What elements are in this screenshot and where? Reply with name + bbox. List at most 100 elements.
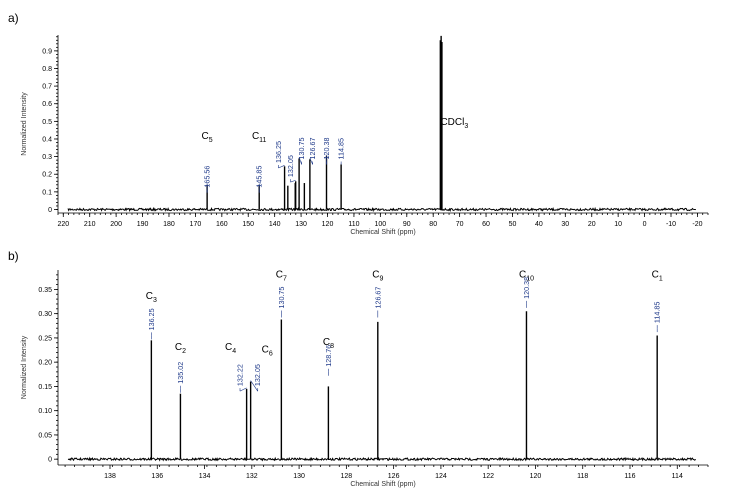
x-tick-label: 80 xyxy=(429,221,437,228)
y-tick-label: 0.8 xyxy=(42,66,52,73)
y-tick-label: 0.15 xyxy=(38,384,52,391)
x-tick-label: 70 xyxy=(456,221,464,228)
assignment-main: C xyxy=(519,269,526,280)
shift-label: 165.56 xyxy=(203,166,212,188)
shift-label: 126.67 xyxy=(308,137,317,159)
x-tick-label: 120 xyxy=(322,221,334,228)
y-tick-label: 0 xyxy=(48,457,52,464)
x-tick-label: 100 xyxy=(375,221,387,228)
x-tick-label: 120 xyxy=(530,473,542,480)
y-tick-label: 0.30 xyxy=(38,311,52,318)
shift-leader xyxy=(309,158,313,165)
panel-label: b) xyxy=(8,249,19,263)
y-tick-label: 0.2 xyxy=(42,172,52,179)
x-tick-label: 138 xyxy=(104,473,116,480)
x-axis-label: Chemical Shift (ppm) xyxy=(350,229,415,236)
x-tick-label: 118 xyxy=(577,473,588,480)
shift-leader xyxy=(298,157,302,165)
assignment-main: C xyxy=(252,131,259,142)
assignment-subscript: 2 xyxy=(182,348,186,355)
assignment-label: C8 xyxy=(323,337,334,350)
y-tick-label: 0.25 xyxy=(38,335,52,342)
x-tick-label: 10 xyxy=(614,221,622,228)
assignment-subscript: 3 xyxy=(153,297,157,304)
assignment-subscript: 1 xyxy=(659,275,663,282)
shift-leader xyxy=(239,387,247,392)
x-tick-label: 210 xyxy=(84,221,96,228)
x-tick-label: 160 xyxy=(216,221,228,228)
y-tick-label: 0.3 xyxy=(42,154,52,161)
assignment-label: C10 xyxy=(519,269,534,282)
assignment-label: C2 xyxy=(175,342,186,355)
y-tick-label: 0.4 xyxy=(42,136,52,143)
x-tick-label: 190 xyxy=(137,221,149,228)
x-tick-label: 220 xyxy=(57,221,69,228)
shift-leader xyxy=(290,179,296,183)
x-tick-label: 200 xyxy=(110,221,122,228)
y-axis-label: Normalized Intensity xyxy=(21,92,28,156)
shift-label: 130.75 xyxy=(297,137,306,159)
x-tick-label: 170 xyxy=(190,221,202,228)
shift-label: 136.25 xyxy=(274,141,283,163)
assignment-subscript: 8 xyxy=(330,343,334,350)
assignment-main: C xyxy=(276,269,283,280)
assignment-main: CDCl xyxy=(440,117,464,128)
x-tick-label: 128 xyxy=(341,473,353,480)
x-tick-label: 40 xyxy=(535,221,543,228)
shift-label: 114.85 xyxy=(337,138,346,159)
y-tick-label: 0.35 xyxy=(38,287,52,294)
assignment-label: CDCl3 xyxy=(440,117,468,130)
x-tick-label: 130 xyxy=(295,221,307,228)
assignment-subscript: 7 xyxy=(283,275,287,282)
panel-label: a) xyxy=(8,11,19,25)
y-tick-label: 0 xyxy=(48,207,52,214)
y-tick-label: 0.1 xyxy=(42,189,52,196)
y-tick-label: 0.5 xyxy=(42,119,52,126)
x-tick-label: 130 xyxy=(293,473,305,480)
x-tick-label: -20 xyxy=(692,221,702,228)
assignment-subscript: 9 xyxy=(379,275,383,282)
shift-label: 145.85 xyxy=(255,166,264,188)
x-tick-label: -10 xyxy=(666,221,676,228)
shift-label: 132.22 xyxy=(236,364,245,386)
assignment-main: C xyxy=(175,342,182,353)
shift-label: 120.38 xyxy=(522,277,531,299)
assignment-label: C5 xyxy=(202,131,213,144)
x-tick-label: 30 xyxy=(561,221,569,228)
assignment-main: C xyxy=(372,269,379,280)
y-tick-label: 0.10 xyxy=(38,408,52,415)
x-axis-label: Chemical Shift (ppm) xyxy=(350,481,415,488)
assignment-main: C xyxy=(225,342,232,353)
y-tick-label: 0.6 xyxy=(42,101,52,108)
assignment-main: C xyxy=(202,131,209,142)
y-tick-label: 0.05 xyxy=(38,432,52,439)
assignment-main: C xyxy=(323,337,330,348)
assignment-label: C4 xyxy=(225,342,236,355)
y-tick-label: 0.9 xyxy=(42,48,52,55)
assignment-label: C6 xyxy=(262,344,273,357)
x-tick-label: 180 xyxy=(163,221,175,228)
x-tick-label: 124 xyxy=(435,473,447,480)
x-tick-label: 110 xyxy=(348,221,359,228)
shift-label: 136.25 xyxy=(147,308,156,330)
x-tick-label: 126 xyxy=(388,473,400,480)
assignment-label: C3 xyxy=(146,291,157,304)
assignment-label: C11 xyxy=(252,131,267,144)
y-tick-label: 0.20 xyxy=(38,360,52,367)
shift-label: 130.75 xyxy=(277,287,286,309)
shift-label: 128.76 xyxy=(324,345,333,367)
assignment-subscript: 5 xyxy=(209,137,213,144)
assignment-main: C xyxy=(652,269,659,280)
assignment-subscript: 4 xyxy=(232,348,236,355)
x-tick-label: 60 xyxy=(482,221,490,228)
y-axis-label: Normalized Intensity xyxy=(21,335,28,399)
assignment-subscript: 11 xyxy=(259,137,266,144)
chart-panel-1: a)220 210 200 190 180 170 160 150 140 130 120 110 10… xyxy=(8,11,709,236)
x-tick-label: 136 xyxy=(151,473,163,480)
x-tick-label: 134 xyxy=(199,473,211,480)
shift-label: 120.38 xyxy=(322,137,331,159)
x-tick-label: 90 xyxy=(403,221,411,228)
x-tick-label: 116 xyxy=(624,473,635,480)
y-tick-label: 0.7 xyxy=(42,84,52,91)
